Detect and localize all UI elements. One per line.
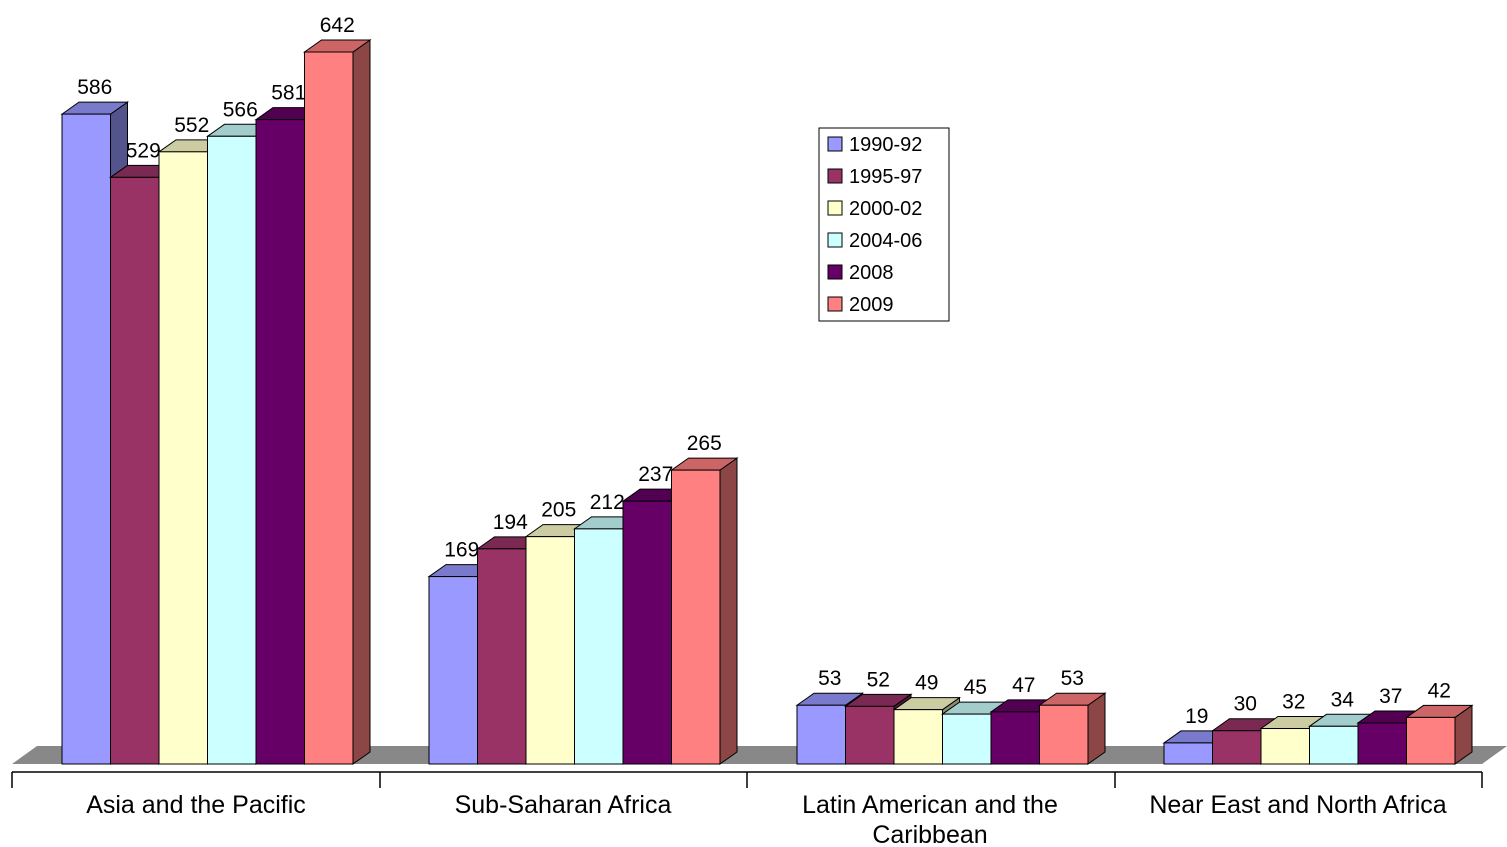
category-label: Sub-Saharan Africa <box>455 791 672 819</box>
bar-front <box>845 705 895 765</box>
legend-swatch <box>827 232 843 248</box>
bar-front <box>255 119 305 765</box>
bar-front <box>1357 722 1407 765</box>
bar-front <box>893 709 943 765</box>
legend-label: 1995-97 <box>849 166 922 188</box>
bar <box>1037 692 1107 765</box>
bar-front <box>61 113 111 765</box>
data-label: 47 <box>1012 674 1035 697</box>
data-label: 642 <box>320 14 355 37</box>
data-label: 42 <box>1428 679 1451 702</box>
bar-front <box>110 176 160 765</box>
data-label: 52 <box>867 668 890 691</box>
legend-swatch <box>827 296 843 312</box>
category-label: Caribbean <box>872 821 987 847</box>
bar-front <box>1212 730 1262 765</box>
data-label: 552 <box>174 114 209 137</box>
bar-front <box>1163 742 1213 765</box>
legend-swatch <box>827 264 843 280</box>
bar-front <box>158 151 208 765</box>
category-label: Latin American and the <box>802 791 1058 819</box>
bar-front <box>942 713 992 765</box>
bar-front <box>207 135 257 765</box>
data-label: 265 <box>687 432 722 455</box>
category-label: Asia and the Pacific <box>86 791 306 819</box>
data-label: 53 <box>1061 667 1084 690</box>
data-label: 237 <box>638 463 673 486</box>
legend-label: 2008 <box>849 262 894 284</box>
bar-front <box>1309 725 1359 765</box>
data-label: 529 <box>126 139 161 162</box>
x-axis <box>11 771 1483 788</box>
bar-front <box>1260 728 1310 765</box>
bar-front <box>796 704 846 765</box>
data-label: 212 <box>590 491 625 514</box>
bar-side <box>352 39 371 765</box>
data-label: 32 <box>1282 691 1305 714</box>
data-label: 169 <box>444 539 479 562</box>
bar-front <box>304 51 354 765</box>
data-label: 586 <box>77 76 112 99</box>
bar-front <box>525 536 575 765</box>
legend-label: 2009 <box>849 294 894 316</box>
bar-front <box>671 469 721 765</box>
chart-floor <box>12 746 1507 764</box>
bar <box>669 457 739 765</box>
legend-label: 2004-06 <box>849 230 922 252</box>
data-label: 37 <box>1379 685 1402 708</box>
data-label: 566 <box>223 98 258 121</box>
bar-front <box>1406 716 1456 765</box>
bar-front <box>622 500 672 765</box>
category-label: Near East and North Africa <box>1149 791 1446 819</box>
bar <box>1404 704 1474 765</box>
data-label: 30 <box>1234 693 1257 716</box>
data-label: 49 <box>915 672 938 695</box>
legend-swatch <box>827 168 843 184</box>
bar-front <box>1039 704 1089 765</box>
bar-side <box>719 457 738 765</box>
data-label: 45 <box>964 676 987 699</box>
bar-front <box>574 528 624 765</box>
bars-group: 586 529 552 566 581 642 169 194 205 212 237 265 53 52… <box>60 14 1474 765</box>
data-label: 53 <box>818 667 841 690</box>
data-label: 19 <box>1185 705 1208 728</box>
legend: 1990-92 1995-97 2000-02 2004-06 2008 2009 <box>818 127 950 322</box>
bar-front <box>428 576 478 765</box>
bar <box>302 39 372 765</box>
category-labels: Asia and the Pacific Sub-Saharan Africa La… <box>86 791 1447 847</box>
bar-front <box>990 711 1040 765</box>
legend-swatch <box>827 136 843 152</box>
legend-box <box>818 127 950 322</box>
data-label: 34 <box>1331 688 1355 711</box>
bar-front <box>477 548 527 765</box>
legend-label: 2000-02 <box>849 198 922 220</box>
data-label: 194 <box>493 511 528 534</box>
legend-label: 1990-92 <box>849 134 922 156</box>
legend-swatch <box>827 200 843 216</box>
data-label: 581 <box>271 82 306 105</box>
data-label: 205 <box>541 499 576 522</box>
